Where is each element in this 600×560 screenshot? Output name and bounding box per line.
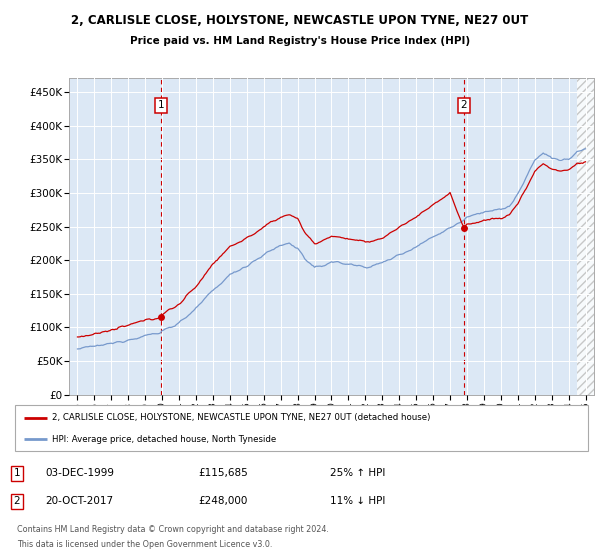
Text: £115,685: £115,685 (198, 468, 248, 478)
Text: 1: 1 (13, 468, 20, 478)
Text: 1: 1 (157, 100, 164, 110)
Text: 2, CARLISLE CLOSE, HOLYSTONE, NEWCASTLE UPON TYNE, NE27 0UT (detached house): 2, CARLISLE CLOSE, HOLYSTONE, NEWCASTLE … (52, 413, 431, 422)
Text: 2, CARLISLE CLOSE, HOLYSTONE, NEWCASTLE UPON TYNE, NE27 0UT: 2, CARLISLE CLOSE, HOLYSTONE, NEWCASTLE … (71, 14, 529, 27)
FancyBboxPatch shape (15, 405, 588, 451)
Text: 20-OCT-2017: 20-OCT-2017 (45, 496, 113, 506)
Text: 03-DEC-1999: 03-DEC-1999 (45, 468, 114, 478)
Text: 11% ↓ HPI: 11% ↓ HPI (330, 496, 385, 506)
Text: This data is licensed under the Open Government Licence v3.0.: This data is licensed under the Open Gov… (17, 540, 272, 549)
Text: 2: 2 (13, 496, 20, 506)
Text: Price paid vs. HM Land Registry's House Price Index (HPI): Price paid vs. HM Land Registry's House … (130, 36, 470, 46)
Text: HPI: Average price, detached house, North Tyneside: HPI: Average price, detached house, Nort… (52, 435, 277, 444)
Text: Contains HM Land Registry data © Crown copyright and database right 2024.: Contains HM Land Registry data © Crown c… (17, 525, 329, 534)
Text: £248,000: £248,000 (198, 496, 247, 506)
Text: 25% ↑ HPI: 25% ↑ HPI (330, 468, 385, 478)
Text: 2: 2 (460, 100, 467, 110)
